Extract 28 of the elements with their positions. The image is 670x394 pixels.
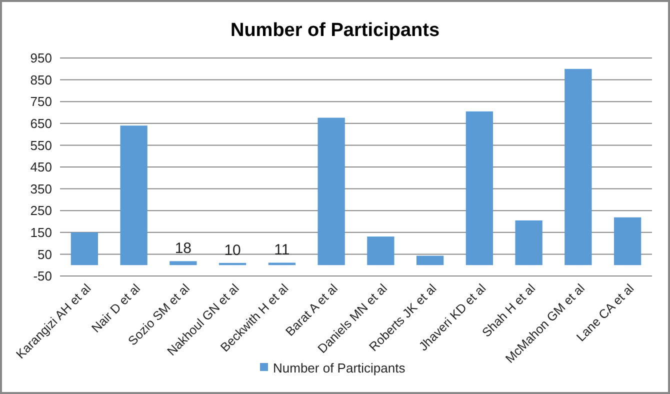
- bar: [218, 262, 246, 266]
- y-tick-label: 750: [30, 94, 52, 110]
- y-tick-label: 250: [30, 203, 52, 218]
- y-tick-label: 850: [30, 72, 52, 88]
- y-tick-label: 50: [38, 246, 52, 262]
- data-label: 11: [274, 242, 290, 259]
- bar: [120, 126, 148, 266]
- y-tick-label: 350: [30, 181, 52, 196]
- bar: [564, 68, 592, 266]
- bar: [70, 232, 98, 266]
- legend-label: Number of Participants: [273, 360, 406, 376]
- data-label: 10: [224, 242, 241, 259]
- bar: [614, 217, 642, 266]
- bar: [268, 262, 296, 266]
- bar: [318, 118, 345, 266]
- y-tick-label: 150: [30, 224, 52, 240]
- bar: [416, 256, 444, 266]
- bar: [515, 220, 542, 266]
- y-tick-label: 950: [30, 50, 52, 66]
- y-tick-label: 450: [30, 160, 52, 175]
- y-tick-label: -50: [33, 268, 52, 284]
- y-tick-label: 550: [30, 138, 52, 153]
- bar: [466, 111, 494, 266]
- chart-title: Number of Participants: [230, 20, 440, 41]
- bar: [170, 261, 197, 266]
- bar: [367, 236, 394, 266]
- data-label: 18: [174, 240, 192, 258]
- y-tick-label: 650: [30, 116, 52, 131]
